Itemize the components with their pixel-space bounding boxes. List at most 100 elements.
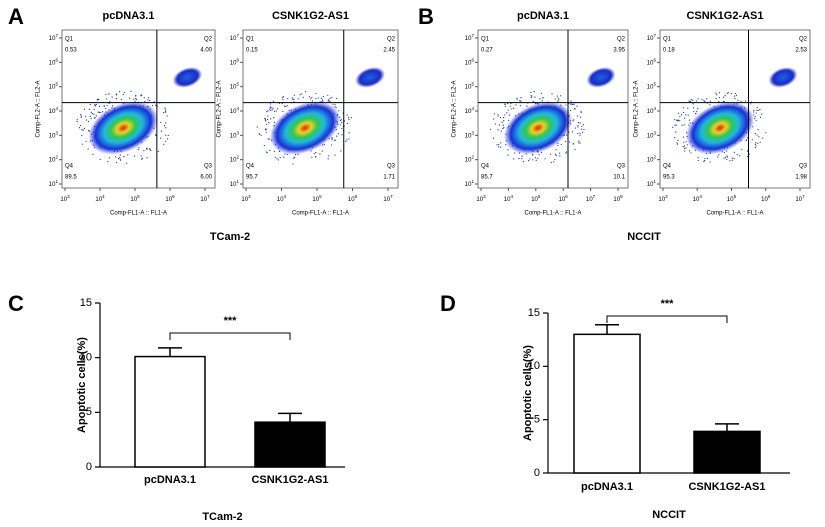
event-dot [490,128,492,130]
event-dot [164,125,166,127]
event-dot [688,150,691,152]
event-dot [286,105,288,107]
event-dot [674,124,676,126]
x-axis-label: NCCIT [652,509,686,521]
event-dot [516,98,518,100]
event-dot [507,102,509,105]
event-dot [147,99,149,101]
event-dot [350,117,352,119]
event-dot [97,98,99,100]
event-dot [554,153,557,155]
y-tick-label-exp: 3 [653,131,656,136]
event-dot [503,116,505,119]
event-dot [269,106,271,108]
plot-title: CSNK1G2-AS1 [686,10,763,22]
event-dot [676,119,678,121]
event-dot [266,118,269,121]
event-dot [80,116,82,118]
event-dot [135,98,138,101]
y-axis-label: Apoptotic cells(%) [76,337,88,433]
event-dot [164,109,166,111]
event-dot [755,145,757,147]
x-tick-label: 105 [130,194,140,202]
event-dot [718,96,721,99]
event-dot [81,135,83,137]
event-dot [675,124,677,126]
event-dot [740,100,742,103]
event-dot [578,142,580,144]
event-dot [493,118,495,120]
y-tick-label-base: 10 [465,157,472,163]
y-tick-label-base: 10 [647,36,654,42]
event-dot [135,97,137,100]
y-tick-label: 107 [230,33,240,41]
x-tick-label-exp: 3 [67,194,70,199]
event-dot [570,103,572,105]
event-dot [718,154,720,156]
y-tick-label-base: 10 [49,60,56,66]
event-dot [89,103,91,106]
event-dot [557,97,559,99]
event-dot [696,110,698,112]
event-dot [103,105,105,107]
event-dot [534,96,536,98]
event-dot [273,117,275,119]
event-dot [542,96,544,99]
group-label: NCCIT [627,231,661,243]
event-dot [557,144,559,147]
y-tick-label: 102 [465,155,475,163]
event-dot [329,97,331,99]
event-dot [90,111,92,113]
event-dot [331,139,333,141]
y-tick-label-exp: 2 [55,155,58,160]
event-dot [160,121,162,123]
quadrant-name: Q1 [481,37,490,43]
event-dot [724,156,727,159]
quadrant-name: Q1 [65,37,74,43]
event-dot [688,100,690,102]
event-dot [726,92,728,94]
y-tick-label: 10 [528,360,540,372]
event-dot [577,126,579,128]
x-tick-label-base: 10 [383,197,390,203]
event-dot [687,114,689,116]
event-dot [679,116,681,118]
y-tick-label: 103 [230,131,240,139]
y-tick-label-exp: 6 [55,58,58,63]
event-dot [677,119,680,121]
event-dot [146,157,148,159]
y-tick-label: 102 [230,155,240,163]
density-cluster [768,67,798,88]
event-dot [692,99,694,101]
event-dot [718,92,720,94]
event-dot [709,100,712,102]
event-dot [90,117,92,120]
event-dot [723,157,725,159]
event-dot [759,116,762,119]
y-tick-label-exp: 5 [653,82,656,87]
quadrant-name: Q3 [799,164,808,170]
event-dot [724,95,726,97]
event-dot [272,100,275,102]
event-dot [581,125,583,128]
event-dot [85,119,88,121]
event-dot [683,124,685,126]
event-dot [310,98,312,100]
event-dot [706,98,708,100]
event-dot [338,110,340,112]
event-dot [165,127,167,129]
quadrant-value: 1.98 [795,175,807,181]
x-tick-label-base: 10 [531,197,538,203]
event-dot [341,122,343,124]
y-tick-label-base: 10 [647,60,654,66]
event-dot [82,129,84,131]
y-tick-label: 102 [49,155,59,163]
y-tick-label-exp: 4 [55,106,58,111]
event-dot [314,156,317,158]
y-tick-label-exp: 3 [55,131,58,136]
event-dot [346,122,349,125]
event-dot [532,159,534,161]
event-dot [526,105,528,107]
event-dot [676,142,678,144]
y-tick-label-exp: 7 [236,33,239,38]
